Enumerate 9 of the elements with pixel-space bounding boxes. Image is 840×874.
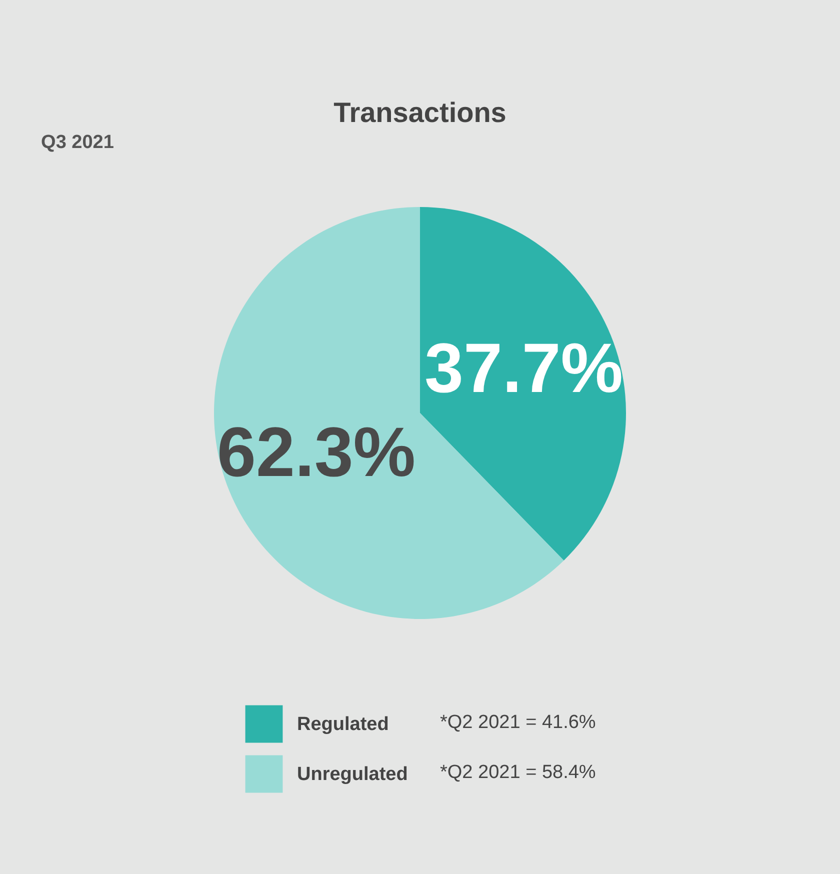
data-label: 37.7% xyxy=(424,328,623,407)
pie-slice xyxy=(420,207,626,560)
chart-subtitle: Q3 2021 xyxy=(40,132,115,154)
text: *Q2 2021 = 41.6% xyxy=(440,712,596,734)
legend-label: Regulated xyxy=(297,714,389,735)
chart-title: Transactions xyxy=(334,97,506,128)
text: *Q2 2021 = 58.4% xyxy=(440,762,596,784)
data-label: 62.3% xyxy=(217,413,416,492)
legend-label: Unregulated xyxy=(297,764,408,785)
